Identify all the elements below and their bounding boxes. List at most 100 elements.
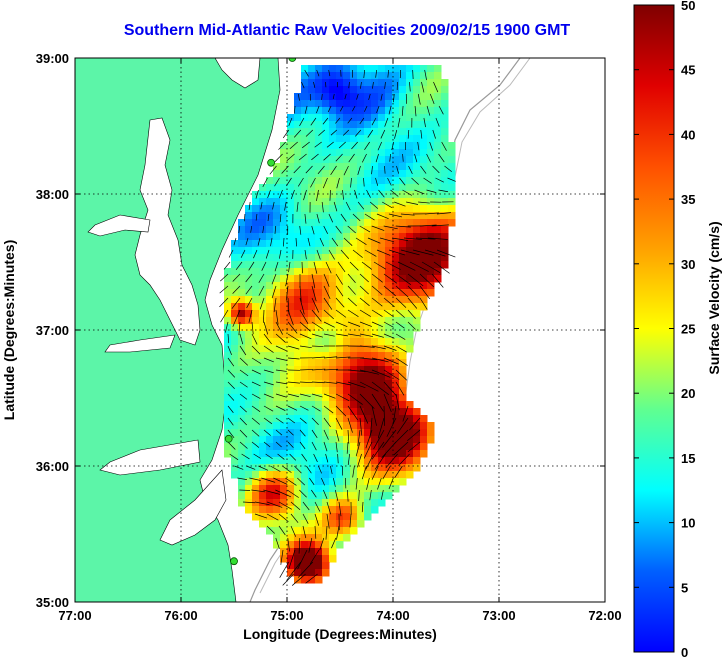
velocity-cell — [420, 226, 428, 234]
velocity-cell — [413, 170, 421, 178]
velocity-vector — [371, 117, 377, 126]
velocity-cell — [434, 219, 442, 227]
velocity-cell — [336, 282, 344, 290]
velocity-vector — [275, 405, 286, 411]
velocity-cell — [308, 548, 316, 556]
velocity-cell — [427, 275, 435, 283]
velocity-vector — [275, 441, 282, 448]
velocity-cell — [413, 135, 421, 143]
velocity-cell — [343, 492, 351, 500]
velocity-cell — [378, 177, 386, 185]
velocity-cell — [315, 254, 323, 262]
velocity-vector — [377, 141, 382, 151]
velocity-cell — [357, 86, 365, 94]
velocity-cell — [441, 261, 449, 269]
velocity-cell — [238, 471, 246, 479]
velocity-cell — [371, 310, 379, 318]
velocity-vector — [316, 189, 319, 201]
velocity-cell — [406, 443, 414, 451]
velocity-cell — [371, 177, 379, 185]
velocity-vector — [359, 225, 371, 233]
velocity-cell — [343, 275, 351, 283]
velocity-vector — [307, 237, 311, 247]
velocity-cell — [266, 268, 274, 276]
velocity-cell — [294, 548, 302, 556]
velocity-cell — [350, 296, 358, 304]
velocity-cell — [343, 359, 351, 367]
velocity-cell — [378, 499, 386, 507]
velocity-cell — [280, 429, 288, 437]
velocity-cell — [343, 499, 351, 507]
velocity-cell — [350, 457, 358, 465]
velocity-cell — [413, 436, 421, 444]
colorbar-tick-label: 0 — [681, 645, 688, 659]
velocity-cell — [378, 408, 386, 416]
velocity-cell — [231, 310, 239, 318]
velocity-cell — [294, 450, 302, 458]
velocity-cell — [399, 289, 407, 297]
velocity-cell — [434, 128, 442, 136]
velocity-cell — [406, 93, 414, 101]
velocity-cell — [322, 548, 330, 556]
velocity-vector — [306, 465, 312, 474]
velocity-cell — [294, 492, 302, 500]
velocity-cell — [385, 359, 393, 367]
velocity-cell — [287, 534, 295, 542]
velocity-cell — [336, 359, 344, 367]
velocity-vector — [275, 309, 279, 325]
velocity-vector — [253, 453, 262, 459]
velocity-cell — [357, 345, 365, 353]
velocity-vector — [380, 489, 384, 500]
velocity-vector — [224, 321, 229, 333]
velocity-cell — [329, 387, 337, 395]
velocity-vector — [376, 213, 389, 220]
velocity-vector — [287, 333, 300, 342]
velocity-cell — [441, 170, 449, 178]
velocity-cell — [385, 296, 393, 304]
velocity-cell — [301, 205, 309, 213]
velocity-cell — [308, 93, 316, 101]
velocity-cell — [287, 184, 295, 192]
velocity-cell — [266, 436, 274, 444]
velocity-cell — [329, 142, 337, 150]
velocity-cell — [273, 478, 281, 486]
velocity-cell — [441, 107, 449, 115]
velocity-vector — [391, 237, 408, 241]
velocity-cell — [315, 310, 323, 318]
velocity-cell — [280, 163, 288, 171]
velocity-cell — [385, 233, 393, 241]
velocity-vector — [395, 309, 405, 318]
velocity-vector — [284, 201, 287, 211]
velocity-cell — [315, 436, 323, 444]
velocity-cell — [287, 520, 295, 528]
velocity-vector — [363, 69, 366, 79]
velocity-cell — [329, 345, 337, 353]
radar-station-marker — [267, 158, 276, 167]
velocity-cell — [329, 149, 337, 157]
velocity-cell — [301, 128, 309, 136]
velocity-vector — [352, 249, 363, 258]
velocity-cell — [301, 478, 309, 486]
velocity-cell — [308, 226, 316, 234]
velocity-cell — [308, 79, 316, 87]
velocity-cell — [371, 408, 379, 416]
velocity-cell — [259, 240, 267, 248]
velocity-cell — [364, 149, 372, 157]
velocity-cell — [294, 114, 302, 122]
velocity-cell — [371, 464, 379, 472]
velocity-cell — [329, 394, 337, 402]
velocity-cell — [322, 128, 330, 136]
velocity-vector — [286, 153, 295, 162]
velocity-cell — [364, 422, 372, 430]
x-tick-label: 77:00 — [58, 608, 91, 623]
velocity-cell — [238, 485, 246, 493]
velocity-cell — [322, 233, 330, 241]
velocity-cell — [364, 226, 372, 234]
velocity-cell — [273, 422, 281, 430]
velocity-cell — [287, 268, 295, 276]
velocity-cell — [294, 576, 302, 584]
velocity-cell — [343, 205, 351, 213]
velocity-cell — [413, 156, 421, 164]
velocity-vector — [290, 513, 299, 523]
velocity-cell — [364, 142, 372, 150]
